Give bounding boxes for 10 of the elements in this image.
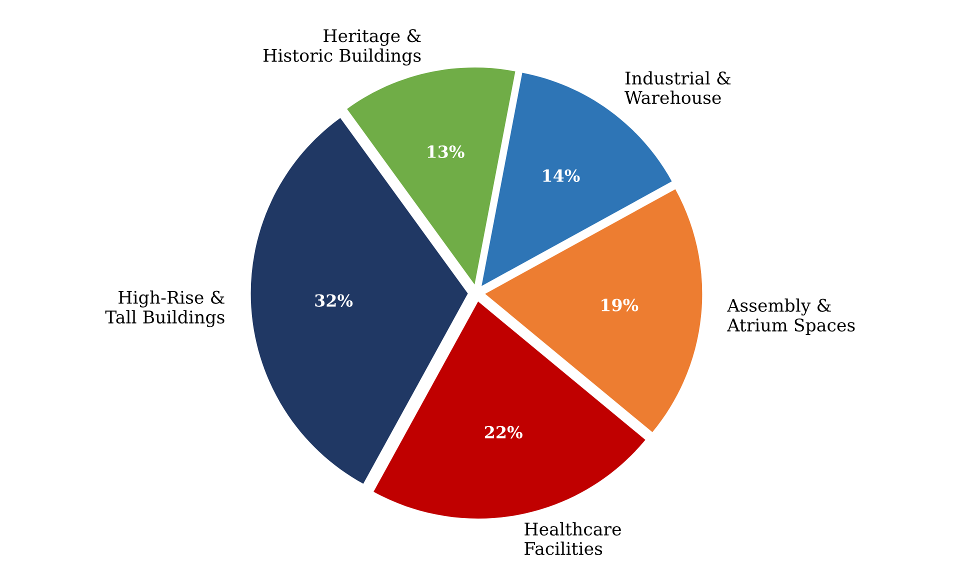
data-label: 14%	[543, 169, 580, 182]
data-label: 32%	[315, 294, 353, 307]
slice-label: Industrial & Warehouse	[624, 71, 731, 104]
slice-label: Heritage & Historic Buildings	[264, 29, 421, 66]
slice-label: Healthcare Facilities	[524, 522, 621, 556]
data-label: 19%	[602, 298, 638, 312]
data-label: 22%	[484, 426, 522, 439]
slice-label: High-Rise & Tall Buildings	[105, 290, 224, 328]
slice-label: Assembly & Atrium Spaces	[727, 298, 855, 335]
data-label: 13%	[428, 145, 464, 158]
